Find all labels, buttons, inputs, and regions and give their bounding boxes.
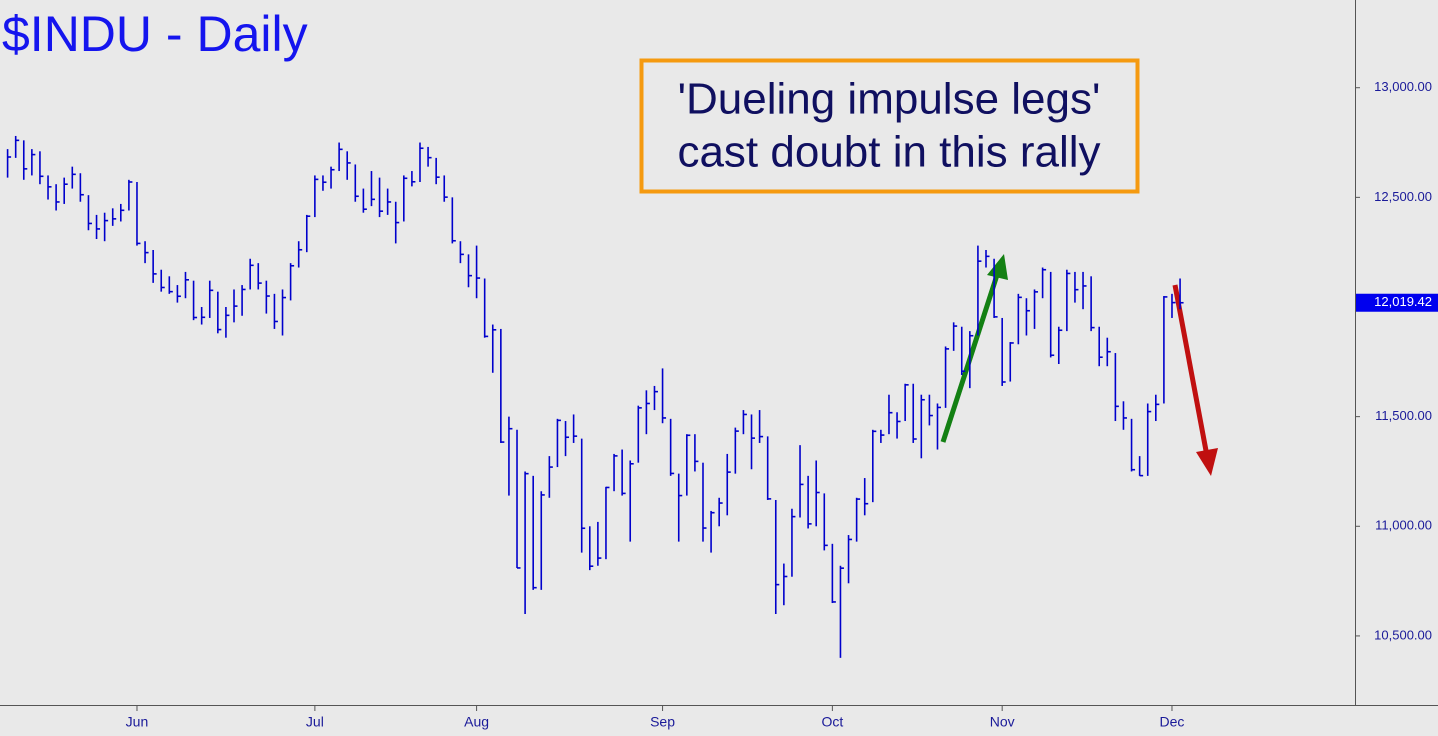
y-tick-label: 11,000.00	[1375, 518, 1432, 533]
x-tick-label: Jul	[306, 714, 324, 730]
down-arrow	[1172, 284, 1218, 476]
y-tick-label: 12,500.00	[1374, 189, 1432, 204]
annotation-line: cast doubt in this rally	[677, 128, 1100, 177]
chart-title: $INDU - Daily	[2, 6, 308, 62]
x-tick-label: Jun	[126, 714, 149, 730]
annotation-box	[639, 58, 1140, 194]
x-tick-label: Aug	[464, 714, 489, 730]
x-tick-label: Oct	[821, 714, 843, 730]
y-tick-label: 11,500.00	[1375, 408, 1432, 423]
x-tick-label: Dec	[1160, 714, 1185, 730]
annotation-line: 'Dueling impulse legs'	[678, 75, 1101, 124]
y-tick-label: 10,500.00	[1374, 627, 1432, 642]
y-tick-label: 13,000.00	[1374, 79, 1432, 94]
x-tick-label: Nov	[990, 714, 1015, 730]
last-price-label: 12,019.42	[1374, 294, 1432, 309]
x-tick-label: Sep	[650, 714, 675, 730]
last-price-box	[1356, 293, 1438, 312]
